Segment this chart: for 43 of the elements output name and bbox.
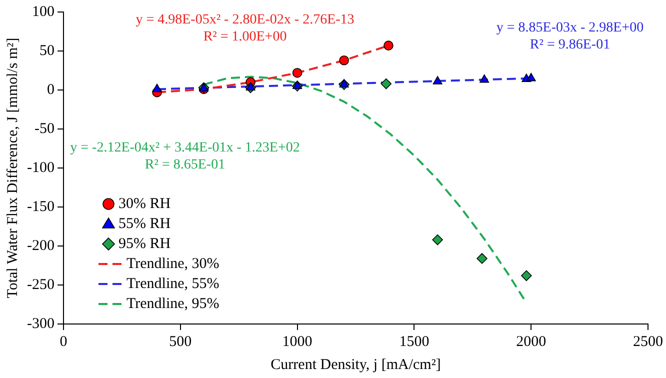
annotation: R² = 1.00E+00 <box>203 30 287 45</box>
x-tick-label: 1500 <box>399 334 430 350</box>
point <box>384 40 394 50</box>
y-tick-label: -300 <box>26 316 54 332</box>
point <box>292 68 302 78</box>
annotation: R² = 9.86E-01 <box>530 38 610 53</box>
y-axis-title: Total Water Flux Difference, J [mmol/s m²] <box>4 38 21 298</box>
y-tick-label: -250 <box>26 276 54 293</box>
x-tick-label: 2500 <box>633 334 663 350</box>
y-tick-label: -50 <box>34 120 54 137</box>
point <box>339 55 349 66</box>
point <box>476 253 488 264</box>
point <box>292 80 302 89</box>
x-tick-label: 0 <box>60 334 68 350</box>
y-tick-label: -150 <box>26 198 54 215</box>
y-tick-label: 100 <box>32 4 54 20</box>
y-tick-label: 50 <box>39 42 54 59</box>
point <box>380 78 392 90</box>
legend-label: 30% RH <box>118 196 171 212</box>
point <box>526 72 536 82</box>
point <box>432 76 442 84</box>
legend-label: 95% RH <box>118 236 171 252</box>
point <box>152 84 162 92</box>
legend-label: Trendline, 55% <box>126 276 220 292</box>
x-tick-label: 1000 <box>282 334 312 350</box>
x-tick-label: 500 <box>169 334 192 350</box>
annotation: y = 4.98E-05x² - 2.80E-02x - 2.76E-13 <box>136 12 354 28</box>
point <box>521 270 532 282</box>
x-tick-label: 2000 <box>516 334 546 350</box>
legend-label: 55% RH <box>118 216 171 232</box>
legend-label: Trendline, 95% <box>126 296 220 312</box>
y-tick-label: -200 <box>26 238 54 254</box>
point <box>246 82 256 91</box>
annotation: y = 8.85E-03x - 2.98E+00 <box>496 20 644 36</box>
y-tick-label: -100 <box>26 160 54 176</box>
point <box>339 79 349 88</box>
y-tick-label: 0 <box>46 82 54 98</box>
x-axis-title: Current Density, j [mA/cm²] <box>270 356 441 373</box>
annotation: y = -2.12E-04x² + 3.44E-01x - 1.23E+02 <box>70 140 300 156</box>
point <box>480 74 490 83</box>
legend-label: Trendline, 30% <box>126 256 220 272</box>
annotation: R² = 8.65E-01 <box>144 158 226 173</box>
point <box>432 234 443 246</box>
